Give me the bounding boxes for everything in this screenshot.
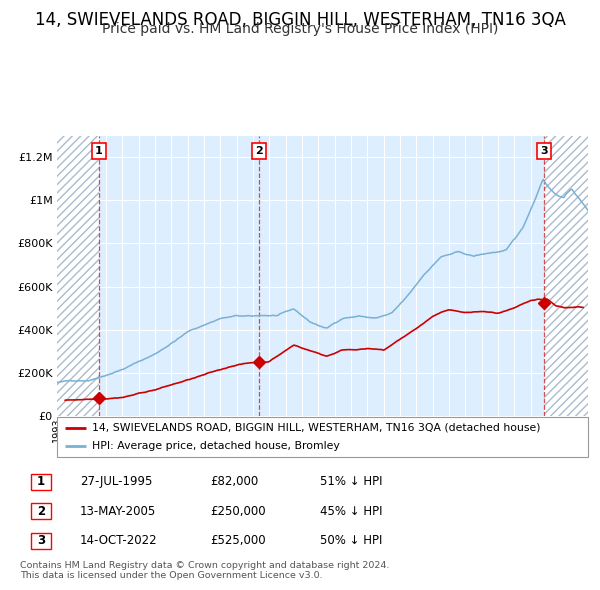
Text: 1: 1 [95, 146, 103, 156]
Text: 1: 1 [37, 475, 45, 488]
Text: 3: 3 [540, 146, 548, 156]
FancyBboxPatch shape [31, 503, 51, 519]
Text: Contains HM Land Registry data © Crown copyright and database right 2024.
This d: Contains HM Land Registry data © Crown c… [20, 560, 389, 580]
Text: 3: 3 [37, 535, 45, 548]
Text: 45% ↓ HPI: 45% ↓ HPI [320, 504, 383, 517]
Text: 2: 2 [37, 504, 45, 517]
Text: Price paid vs. HM Land Registry's House Price Index (HPI): Price paid vs. HM Land Registry's House … [102, 22, 498, 37]
Text: 14-OCT-2022: 14-OCT-2022 [80, 535, 158, 548]
Text: 51% ↓ HPI: 51% ↓ HPI [320, 475, 383, 488]
Bar [544, 136, 588, 416]
Text: £525,000: £525,000 [210, 535, 266, 548]
FancyBboxPatch shape [31, 533, 51, 549]
Text: HPI: Average price, detached house, Bromley: HPI: Average price, detached house, Brom… [92, 441, 339, 451]
Bar [57, 136, 99, 416]
FancyBboxPatch shape [57, 417, 588, 457]
Text: £82,000: £82,000 [210, 475, 258, 488]
Text: 2: 2 [255, 146, 263, 156]
Text: 50% ↓ HPI: 50% ↓ HPI [320, 535, 382, 548]
FancyBboxPatch shape [31, 474, 51, 490]
Text: 14, SWIEVELANDS ROAD, BIGGIN HILL, WESTERHAM, TN16 3QA (detached house): 14, SWIEVELANDS ROAD, BIGGIN HILL, WESTE… [92, 423, 540, 433]
Text: £250,000: £250,000 [210, 504, 266, 517]
Text: 14, SWIEVELANDS ROAD, BIGGIN HILL, WESTERHAM, TN16 3QA: 14, SWIEVELANDS ROAD, BIGGIN HILL, WESTE… [35, 11, 565, 29]
Text: 13-MAY-2005: 13-MAY-2005 [80, 504, 156, 517]
Text: 27-JUL-1995: 27-JUL-1995 [80, 475, 152, 488]
